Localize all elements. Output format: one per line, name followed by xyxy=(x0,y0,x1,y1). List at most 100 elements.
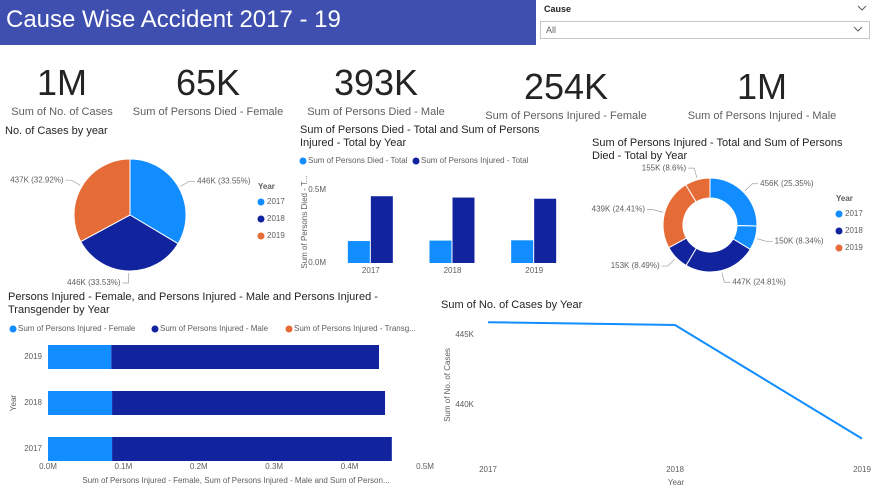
chart-title: Persons Injured - Female, and Persons In… xyxy=(8,291,378,316)
chart-title: Sum of Persons Injured - Total and Sum o… xyxy=(592,137,843,162)
x-axis-title: Sum of Persons Injured - Female, Sum of … xyxy=(82,476,389,485)
bar-segment xyxy=(111,345,380,369)
card-value: 254K xyxy=(523,66,609,107)
data-label: 153K (8.49%) xyxy=(611,261,660,270)
card-label: Sum of No. of Cases xyxy=(11,106,113,118)
donut-slice xyxy=(685,238,751,273)
data-label: 446K (33.55%) xyxy=(197,177,251,186)
y-axis-title: Sum of Persons Died - T... xyxy=(300,175,309,268)
y-tick-label: 445K xyxy=(455,330,474,339)
chart-title: No. of Cases by year xyxy=(5,125,108,137)
leader-line xyxy=(688,167,698,178)
leader-line xyxy=(661,258,676,267)
legend-marker xyxy=(257,215,265,223)
legend-marker xyxy=(257,198,265,206)
data-label: 456K (25.35%) xyxy=(760,179,814,188)
bar-segment xyxy=(112,437,392,461)
card-label: Sum of Persons Died - Female xyxy=(132,106,284,118)
leader-line xyxy=(756,238,773,242)
x-tick-label: 0.5M xyxy=(416,462,434,471)
card-label: Sum of Persons Died - Male xyxy=(307,106,445,118)
x-tick-label: 0.0M xyxy=(39,462,57,471)
y-tick-label: 2019 xyxy=(24,352,42,361)
x-tick-label: 0.4M xyxy=(341,462,359,471)
card-value: 65K xyxy=(175,62,241,103)
bar xyxy=(370,196,393,263)
chevron[interactable] xyxy=(857,5,867,11)
leader-line xyxy=(180,181,196,187)
data-label: 439K (24.41%) xyxy=(592,205,646,214)
data-label: 437K (32.92%) xyxy=(10,175,64,184)
leader-line xyxy=(122,272,130,284)
legend-marker xyxy=(835,227,843,235)
card-label: Sum of Persons Injured - Male xyxy=(687,110,837,122)
x-tick-label: 2018 xyxy=(444,266,462,275)
x-tick-label: 0.2M xyxy=(190,462,208,471)
bar xyxy=(429,240,452,263)
y-axis-title: Sum of No. of Cases xyxy=(443,348,452,422)
leader-line xyxy=(65,179,81,186)
legend-label: 2019 xyxy=(845,243,863,252)
donut-slice xyxy=(709,177,758,227)
slicer-dropdown[interactable] xyxy=(540,21,870,39)
bar xyxy=(534,198,557,263)
x-tick-label: 2019 xyxy=(525,266,543,275)
slicer-label: Cause xyxy=(544,4,572,14)
bar-segment xyxy=(48,391,113,415)
legend-label: Sum of Persons Injured - Transg... xyxy=(294,324,416,333)
y-axis-title: Year xyxy=(9,395,18,412)
legend-marker xyxy=(257,232,265,240)
legend-label: Sum of Persons Died - Total xyxy=(308,156,408,165)
bar-segment xyxy=(112,391,386,415)
chart-title: Sum of Persons Died - Total and Sum of P… xyxy=(300,124,540,149)
card-value: 1M xyxy=(736,66,787,107)
legend-label: 2019 xyxy=(267,231,285,240)
y-tick-label: 0.0M xyxy=(308,258,326,267)
x-tick-label: 0.3M xyxy=(265,462,283,471)
y-tick-label: 2018 xyxy=(24,398,42,407)
legend-label: 2018 xyxy=(267,214,285,223)
x-axis-title: Year xyxy=(668,478,685,487)
page-title: Cause Wise Accident 2017 - 19 xyxy=(6,6,341,33)
x-tick-label: 2017 xyxy=(362,266,380,275)
x-tick-label: 2018 xyxy=(666,465,684,474)
leader-line xyxy=(744,183,759,191)
legend-marker xyxy=(412,157,420,165)
legend-label: 2017 xyxy=(845,209,863,218)
leader-line xyxy=(647,209,663,213)
y-tick-label: 2017 xyxy=(24,444,42,453)
slicer-value: All xyxy=(546,25,557,35)
legend-marker xyxy=(285,325,293,333)
legend-title: Year xyxy=(258,182,275,191)
pie-slice xyxy=(129,158,187,245)
card-label: Sum of Persons Injured - Female xyxy=(485,110,647,122)
bar xyxy=(452,197,475,263)
line xyxy=(487,321,863,440)
bar xyxy=(511,240,534,263)
chart-title: Sum of No. of Cases by Year xyxy=(441,299,583,311)
legend-label: Sum of Persons Injured - Total xyxy=(421,156,529,165)
data-label: 155K (8.6%) xyxy=(642,163,687,172)
donut-slice xyxy=(685,177,711,203)
x-tick-label: 2019 xyxy=(853,465,871,474)
legend-label: 2017 xyxy=(267,197,285,206)
leader-line xyxy=(721,272,731,283)
card-value: 1M xyxy=(36,62,87,103)
legend-label: 2018 xyxy=(845,226,863,235)
bar xyxy=(347,241,370,263)
legend-marker xyxy=(835,210,843,218)
bar-segment xyxy=(48,345,112,369)
data-label: 446K (33.53%) xyxy=(67,278,121,287)
legend-marker xyxy=(9,325,17,333)
y-tick-label: 0.5M xyxy=(308,185,326,194)
legend-marker xyxy=(299,157,307,165)
legend-marker xyxy=(151,325,159,333)
header-bar xyxy=(0,0,536,45)
legend-title: Year xyxy=(836,194,853,203)
legend-label: Sum of Persons Injured - Male xyxy=(160,324,269,333)
chevron[interactable] xyxy=(853,26,863,32)
bar-segment xyxy=(48,437,113,461)
y-tick-label: 440K xyxy=(455,400,474,409)
